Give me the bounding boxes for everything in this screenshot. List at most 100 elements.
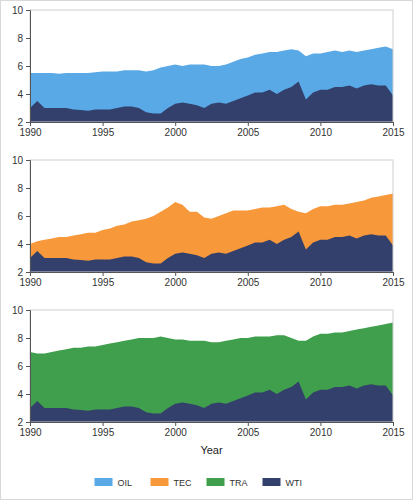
x-tick: 1995 — [92, 122, 115, 138]
plot-frame — [30, 10, 393, 122]
x-tick-label: 2000 — [165, 127, 188, 138]
y-tick-label: 10 — [12, 305, 24, 316]
plot-frame — [30, 310, 393, 422]
plot-area — [30, 46, 393, 122]
legend-item: OIL — [95, 478, 133, 488]
y-tick: 10 — [12, 5, 30, 16]
x-tick-mark — [248, 272, 249, 276]
plot-frame — [30, 160, 393, 272]
y-tick: 6 — [17, 361, 30, 372]
y-tick-mark — [26, 160, 30, 161]
x-tick-label: 1995 — [92, 277, 115, 288]
x-tick-mark — [248, 422, 249, 426]
y-tick: 2 — [17, 117, 30, 128]
legend: OIL TEC TRA WTI — [95, 478, 303, 488]
y-tick-label: 8 — [17, 183, 23, 194]
y-axis: 246810 — [12, 5, 31, 128]
x-tick: 2015 — [382, 272, 405, 288]
x-tick-mark — [30, 422, 31, 426]
y-tick-label: 6 — [17, 211, 23, 222]
legend-swatch — [95, 478, 113, 486]
x-tick-label: 2010 — [310, 427, 333, 438]
x-tick-label: 1990 — [19, 427, 42, 438]
x-axis: 199019952000200520102015 — [19, 422, 405, 438]
x-tick-label: 2000 — [165, 427, 188, 438]
x-tick: 1990 — [19, 422, 42, 438]
y-tick-mark — [26, 394, 30, 395]
x-axis: 1990 1995 2000 2005 2010 2015 — [19, 122, 405, 138]
y-tick-mark — [26, 366, 30, 367]
x-tick-mark — [103, 422, 104, 426]
y-tick: 6 — [17, 211, 30, 222]
x-tick-label: 2010 — [310, 277, 333, 288]
panel: 246810199019952000200520102015 — [12, 155, 405, 288]
figure: 2 4 6 8 10 1990 1995 2000 2005 2010 2015 2 4 6 8 10 1990… — [0, 0, 413, 500]
x-tick: 1995 — [92, 272, 115, 288]
x-tick-mark — [248, 122, 249, 126]
x-tick-mark — [30, 272, 31, 276]
x-tick-label: 2005 — [237, 127, 260, 138]
y-tick-label: 10 — [12, 5, 24, 16]
x-tick: 2010 — [310, 122, 333, 138]
x-tick-label: 1995 — [92, 427, 115, 438]
y-tick: 2 — [17, 417, 30, 428]
y-tick-label: 4 — [17, 389, 23, 400]
plot-area — [30, 194, 393, 272]
x-tick-mark — [393, 122, 394, 126]
legend-label: WTI — [286, 478, 303, 488]
y-tick-mark — [26, 244, 30, 245]
x-tick-mark — [103, 272, 104, 276]
y-tick: 4 — [17, 239, 30, 250]
y-tick: 6 — [17, 61, 30, 72]
y-tick-label: 10 — [12, 155, 24, 166]
x-axis: 199019952000200520102015 — [19, 272, 405, 288]
x-tick: 2000 — [165, 122, 188, 138]
legend-label: TRA — [230, 478, 248, 488]
area-wti — [30, 381, 393, 422]
x-tick-label: 2000 — [165, 277, 188, 288]
x-tick-mark — [103, 122, 104, 126]
x-tick: 1990 — [19, 272, 42, 288]
x-tick: 2010 — [310, 422, 333, 438]
x-tick-mark — [393, 272, 394, 276]
x-tick: 2015 — [382, 122, 405, 138]
y-tick-label: 4 — [17, 89, 23, 100]
legend-swatch — [263, 478, 281, 486]
y-tick-mark — [26, 216, 30, 217]
y-axis-line — [26, 11, 31, 123]
legend-item: WTI — [263, 478, 303, 488]
y-tick-mark — [26, 38, 30, 39]
legend-item: TEC — [151, 478, 193, 488]
y-tick-label: 6 — [17, 61, 23, 72]
area-wti — [30, 81, 393, 122]
legend-label: TEC — [174, 478, 193, 488]
y-tick-mark — [26, 422, 30, 423]
y-tick: 10 — [12, 305, 30, 316]
y-axis-line — [26, 311, 31, 423]
plot-background — [30, 310, 393, 422]
plot-area — [30, 323, 393, 422]
area-oil — [30, 46, 393, 122]
x-tick-label: 2015 — [382, 427, 405, 438]
x-tick: 2000 — [165, 422, 188, 438]
x-tick: 2005 — [237, 122, 260, 138]
figure-frame — [1, 1, 413, 500]
y-tick: 8 — [17, 333, 30, 344]
x-tick-mark — [393, 422, 394, 426]
x-tick: 1990 — [19, 122, 42, 138]
y-tick-mark — [26, 10, 30, 11]
y-tick: 2 — [17, 267, 30, 278]
x-tick-label: 1990 — [19, 127, 42, 138]
y-axis-line — [26, 161, 31, 273]
x-tick-mark — [175, 272, 176, 276]
y-tick-mark — [26, 188, 30, 189]
x-tick-mark — [175, 422, 176, 426]
x-tick: 2010 — [310, 272, 333, 288]
legend-item: TRA — [207, 478, 248, 488]
plot-background — [30, 160, 393, 272]
legend-swatch — [151, 478, 169, 486]
x-tick: 2000 — [165, 272, 188, 288]
y-tick-label: 2 — [17, 417, 23, 428]
y-tick: 10 — [12, 155, 30, 166]
y-tick-label: 2 — [17, 267, 23, 278]
